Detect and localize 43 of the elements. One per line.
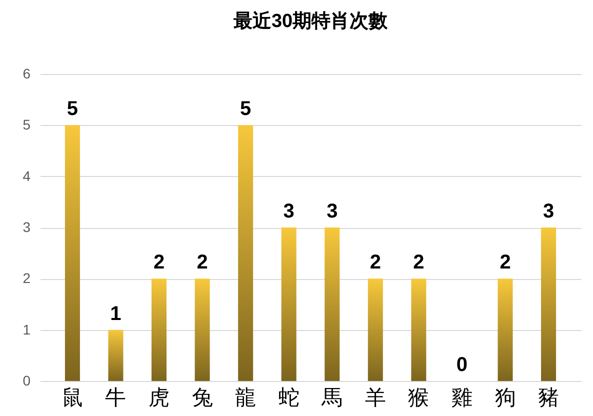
x-tick-label: 虎 (148, 386, 170, 410)
y-tick-label: 2 (22, 270, 31, 286)
bar (64, 125, 80, 381)
data-label: 3 (542, 200, 554, 222)
bar (238, 125, 254, 381)
bar (498, 278, 513, 381)
bar (324, 228, 340, 381)
y-tick-label: 0 (22, 372, 31, 388)
bar (281, 228, 296, 381)
data-label: 5 (66, 98, 78, 120)
x-tick-label: 馬 (320, 386, 343, 410)
y-tick-label: 1 (22, 321, 31, 338)
bar (194, 278, 210, 381)
data-label: 1 (110, 302, 122, 325)
x-tick-label: 牛 (105, 386, 126, 410)
data-label: 3 (326, 200, 338, 222)
data-label: 3 (283, 200, 294, 222)
bar (411, 278, 426, 381)
y-tick-label: 5 (22, 116, 31, 133)
bar (108, 330, 124, 381)
bar (541, 228, 556, 381)
x-tick-label: 羊 (364, 386, 386, 410)
x-tick-label: 鼠 (62, 386, 83, 410)
data-label: 5 (240, 98, 252, 120)
x-tick-label: 龍 (235, 386, 256, 410)
x-tick-label: 蛇 (278, 386, 300, 410)
y-tick-label: 3 (22, 219, 31, 235)
x-tick-label: 雞 (451, 386, 472, 410)
y-tick-label: 4 (22, 168, 31, 184)
data-label: 2 (370, 252, 381, 274)
data-label: 2 (500, 252, 511, 274)
x-tick-label: 兔 (192, 386, 213, 410)
bar (152, 278, 167, 381)
data-label: 0 (456, 354, 468, 376)
chart-title: 最近30期特肖次數 (232, 10, 389, 32)
bar (368, 278, 383, 381)
x-tick-label: 豬 (538, 386, 560, 410)
data-label: 2 (153, 252, 165, 274)
y-tick-label: 6 (22, 66, 31, 82)
x-tick-label: 狗 (494, 386, 516, 410)
data-label: 2 (413, 252, 424, 274)
x-tick-label: 猴 (408, 386, 430, 410)
data-label: 2 (196, 252, 208, 274)
